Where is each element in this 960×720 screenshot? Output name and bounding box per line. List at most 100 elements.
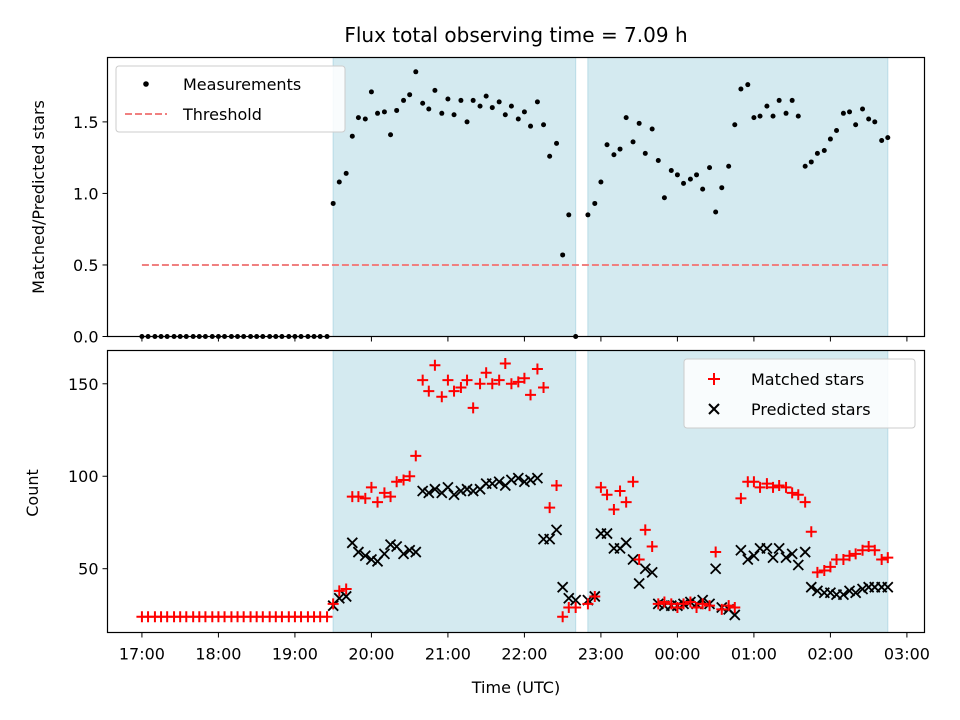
measurement-point — [687, 176, 693, 182]
measurement-point — [617, 146, 623, 152]
predicted-star-point — [792, 559, 804, 571]
matched-star-point — [423, 385, 435, 397]
matched-star-point — [467, 402, 479, 414]
matched-star-point — [627, 476, 639, 488]
bottom-y-ticks: 50 100 150 — [68, 375, 108, 579]
measurement-point — [866, 116, 872, 122]
legend-measurement-marker — [143, 81, 149, 87]
predicted-star-point — [773, 542, 785, 554]
measurement-point — [489, 105, 495, 111]
bottom-legend: Matched stars Predicted stars — [683, 358, 916, 429]
matched-star-point — [518, 372, 530, 384]
measurement-point — [508, 103, 514, 109]
matched-star-point — [551, 479, 563, 491]
measurement-point — [560, 252, 566, 258]
measurement-point — [885, 135, 891, 141]
measurement-point — [477, 103, 483, 109]
bottom-x-ticks: 17:00 18:00 19:00 20:00 21:00 22:00 23:00 00:00… — [119, 632, 930, 664]
legend-measurements-label: Measurements — [183, 75, 301, 94]
matched-star-point — [557, 611, 569, 623]
predicted-star-point — [550, 524, 563, 536]
bottom-y-tick-label: 150 — [68, 375, 99, 394]
matched-star-point — [811, 566, 823, 578]
measurement-point — [521, 109, 527, 115]
measurement-point — [362, 116, 368, 122]
matched-star-point — [352, 491, 364, 503]
measurement-point — [814, 150, 820, 156]
matched-star-point — [582, 598, 594, 610]
matched-star-point — [391, 476, 403, 488]
predicted-star-point — [429, 483, 441, 495]
predicted-star-point — [633, 577, 645, 590]
measurement-point — [604, 142, 610, 148]
measurement-point — [738, 86, 744, 92]
matched-star-point — [499, 357, 511, 369]
matched-star-point — [818, 565, 830, 577]
measurement-point — [674, 172, 680, 178]
matched-star-point — [735, 492, 747, 504]
measurement-point — [719, 185, 725, 191]
predicted-star-point — [531, 472, 544, 484]
matched-star-point — [455, 381, 467, 393]
predicted-star-point — [824, 587, 837, 599]
predicted-star-point — [882, 581, 894, 593]
predicted-star-point — [710, 563, 722, 575]
matched-star-point — [850, 548, 862, 560]
predicted-star-point — [729, 609, 741, 621]
matched-star-point — [404, 470, 416, 482]
predicted-star-point — [467, 485, 479, 497]
predicted-star-point — [786, 548, 798, 560]
measurement-point — [451, 112, 457, 118]
measurement-point — [534, 99, 540, 105]
observing-period-1 — [332, 57, 577, 337]
matched-star-point — [658, 596, 670, 608]
matched-star-point — [773, 479, 785, 491]
measurement-point — [585, 212, 591, 218]
measurement-point — [547, 153, 553, 159]
matched-star-point — [754, 481, 766, 493]
x-tick-label: 18:00 — [195, 645, 241, 664]
matched-star-point — [633, 553, 645, 565]
matched-star-point — [780, 481, 792, 493]
measurement-point — [649, 126, 655, 132]
matched-star-point — [321, 611, 333, 623]
matched-star-point — [340, 583, 352, 595]
figure-title: Flux total observing time = 7.09 h — [344, 23, 687, 47]
top-y-ticks: 0.0 0.5 1.0 1.5 — [73, 113, 108, 347]
measurement-point — [834, 127, 840, 133]
x-tick-label: 22:00 — [501, 645, 547, 664]
top-y-tick-label: 1.0 — [73, 184, 98, 203]
matched-star-point — [691, 602, 703, 614]
measurement-point — [776, 97, 782, 103]
measurement-point — [713, 209, 719, 215]
matched-star-point — [786, 487, 798, 499]
measurement-point — [458, 97, 464, 103]
measurement-point — [368, 89, 374, 95]
measurement-point — [795, 113, 801, 119]
matched-star-point — [570, 602, 582, 614]
predicted-star-point — [524, 474, 537, 486]
measurement-point — [764, 103, 770, 109]
matched-star-point — [671, 602, 683, 614]
predicted-star-point — [346, 537, 358, 549]
predicted-points — [327, 472, 894, 621]
top-axes-frame — [106, 56, 926, 338]
matched-star-point — [620, 496, 632, 508]
predicted-star-point — [505, 474, 518, 486]
measurement-point — [802, 163, 808, 169]
measurement-point — [566, 212, 572, 218]
measurement-point — [407, 92, 413, 98]
predicted-star-point — [442, 481, 454, 493]
measurement-point — [413, 69, 419, 75]
measurement-point — [381, 109, 387, 115]
predicted-star-point — [639, 563, 651, 575]
top-y-tick-label: 0.5 — [73, 256, 98, 275]
matched-star-point — [857, 544, 869, 556]
measurement-point — [496, 99, 502, 105]
legend-predicted-marker — [708, 403, 720, 415]
matched-star-point — [837, 553, 849, 565]
measurement-point — [726, 163, 732, 169]
measurement-point — [783, 110, 789, 116]
measurement-point — [707, 165, 713, 171]
predicted-star-point — [811, 585, 824, 597]
